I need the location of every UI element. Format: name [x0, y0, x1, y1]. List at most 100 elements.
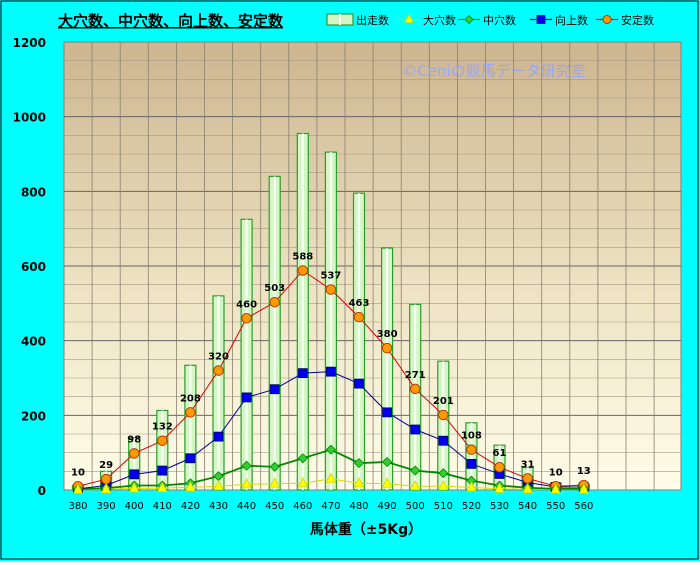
x-tick-label: 510: [434, 501, 453, 512]
marker-triangle: [522, 482, 533, 494]
marker-diamond: [241, 460, 252, 471]
marker-circle: [409, 383, 421, 395]
data-label: 201: [433, 396, 454, 407]
marker-diamond: [269, 461, 280, 472]
marker-diamond: [297, 453, 308, 464]
marker-circle: [241, 313, 252, 324]
x-tick-label: 390: [97, 501, 116, 512]
marker-triangle: [353, 476, 365, 488]
label-layer: 10 29 98 132 208 320 460 503 588 537 463 380 271 201 1…: [71, 251, 591, 478]
marker-square: [213, 431, 224, 442]
marker-circle: [213, 365, 224, 376]
marker-square: [157, 465, 168, 476]
marker-triangle: [185, 480, 196, 492]
marker-circle: [128, 448, 140, 459]
data-label: 108: [461, 431, 482, 442]
marker-diamond: [325, 444, 336, 455]
marker-triangle: [466, 480, 477, 492]
data-label: 31: [521, 459, 535, 470]
marker-circle: [297, 265, 309, 276]
data-label: 463: [349, 298, 370, 309]
marker-triangle: [213, 479, 224, 491]
marker-triangle: [72, 483, 84, 494]
y-tick-label: 800: [21, 185, 46, 199]
data-label: 320: [208, 352, 229, 363]
marker-diamond: [382, 456, 393, 468]
marker-triangle: [325, 472, 337, 483]
x-tick-label: 480: [349, 501, 368, 512]
x-tick-label: 460: [293, 501, 312, 512]
data-label: 380: [377, 329, 398, 340]
marker-circle: [325, 284, 337, 295]
marker-diamond: [353, 458, 365, 469]
marker-triangle: [550, 483, 561, 494]
marker-circle: [466, 444, 477, 455]
marker-square: [466, 458, 477, 469]
x-tick-label: 530: [490, 501, 509, 512]
watermark: ©Ceniの競馬データ研究室: [402, 62, 585, 80]
legend-label: 出走数: [356, 13, 389, 27]
marker-diamond: [464, 14, 474, 25]
marker-square: [382, 407, 393, 418]
marker-square: [354, 378, 364, 389]
marker-square: [297, 368, 308, 379]
marker-square: [438, 435, 449, 446]
x-tick-label: 410: [153, 501, 172, 512]
marker-triangle: [578, 483, 589, 494]
data-label: 460: [236, 299, 257, 310]
legend-label: 向上数: [555, 13, 588, 27]
x-tick-label: 400: [125, 501, 144, 512]
marker-triangle: [241, 478, 252, 489]
x-tick-label: 380: [68, 501, 87, 512]
legend-label: 大穴数: [423, 13, 456, 27]
marker-circle: [185, 407, 196, 418]
data-label: 61: [493, 448, 507, 459]
y-tick-label: 1200: [13, 36, 46, 50]
x-tick-label: 450: [265, 501, 284, 512]
marker-square: [536, 15, 546, 24]
y-tick-label: 400: [21, 335, 46, 349]
data-label: 132: [152, 422, 173, 433]
marker-circle: [522, 473, 533, 484]
data-label: 271: [405, 370, 426, 381]
marker-triangle: [129, 482, 140, 493]
data-label: 29: [99, 460, 113, 471]
marker-triangle: [494, 482, 505, 493]
marker-square: [269, 384, 280, 395]
bar-layer: [71, 132, 590, 491]
marker-triangle: [438, 479, 449, 491]
x-tick-label: 540: [518, 501, 537, 512]
data-label: 10: [549, 467, 563, 478]
axis-layer: 0 200 400 600 800 1000 1200 380 390 400 410 420 430 4…: [13, 36, 594, 512]
marker-triangle: [297, 476, 308, 488]
y-tick-label: 0: [38, 484, 46, 498]
marker-square: [129, 469, 140, 480]
marker-triangle: [100, 482, 112, 494]
marker-square: [410, 424, 421, 435]
marker-square: [325, 366, 336, 377]
data-label: 208: [180, 393, 201, 404]
data-label: 13: [577, 466, 591, 477]
marker-circle: [438, 409, 449, 421]
x-tick-label: 520: [462, 501, 481, 512]
legend: 出走数 大穴数 中穴数 向上数 安定数: [326, 13, 654, 27]
marker-circle: [381, 342, 393, 354]
data-label: 503: [264, 283, 285, 294]
x-tick-label: 500: [406, 501, 425, 512]
y-tick-label: 600: [21, 260, 46, 274]
x-axis-label: 馬体重（±5Kg）: [310, 521, 422, 538]
legend-label: 安定数: [621, 13, 654, 27]
legend-label: 中穴数: [483, 13, 516, 27]
data-label: 10: [71, 467, 85, 478]
x-tick-label: 430: [209, 501, 228, 512]
x-tick-label: 440: [237, 501, 256, 512]
marker-layer: [72, 265, 590, 495]
marker-triangle: [269, 477, 280, 488]
x-tick-label: 420: [181, 501, 200, 512]
x-tick-label: 550: [546, 501, 565, 512]
data-label: 588: [292, 251, 313, 262]
marker-triangle: [157, 481, 168, 493]
marker-circle: [157, 435, 168, 446]
